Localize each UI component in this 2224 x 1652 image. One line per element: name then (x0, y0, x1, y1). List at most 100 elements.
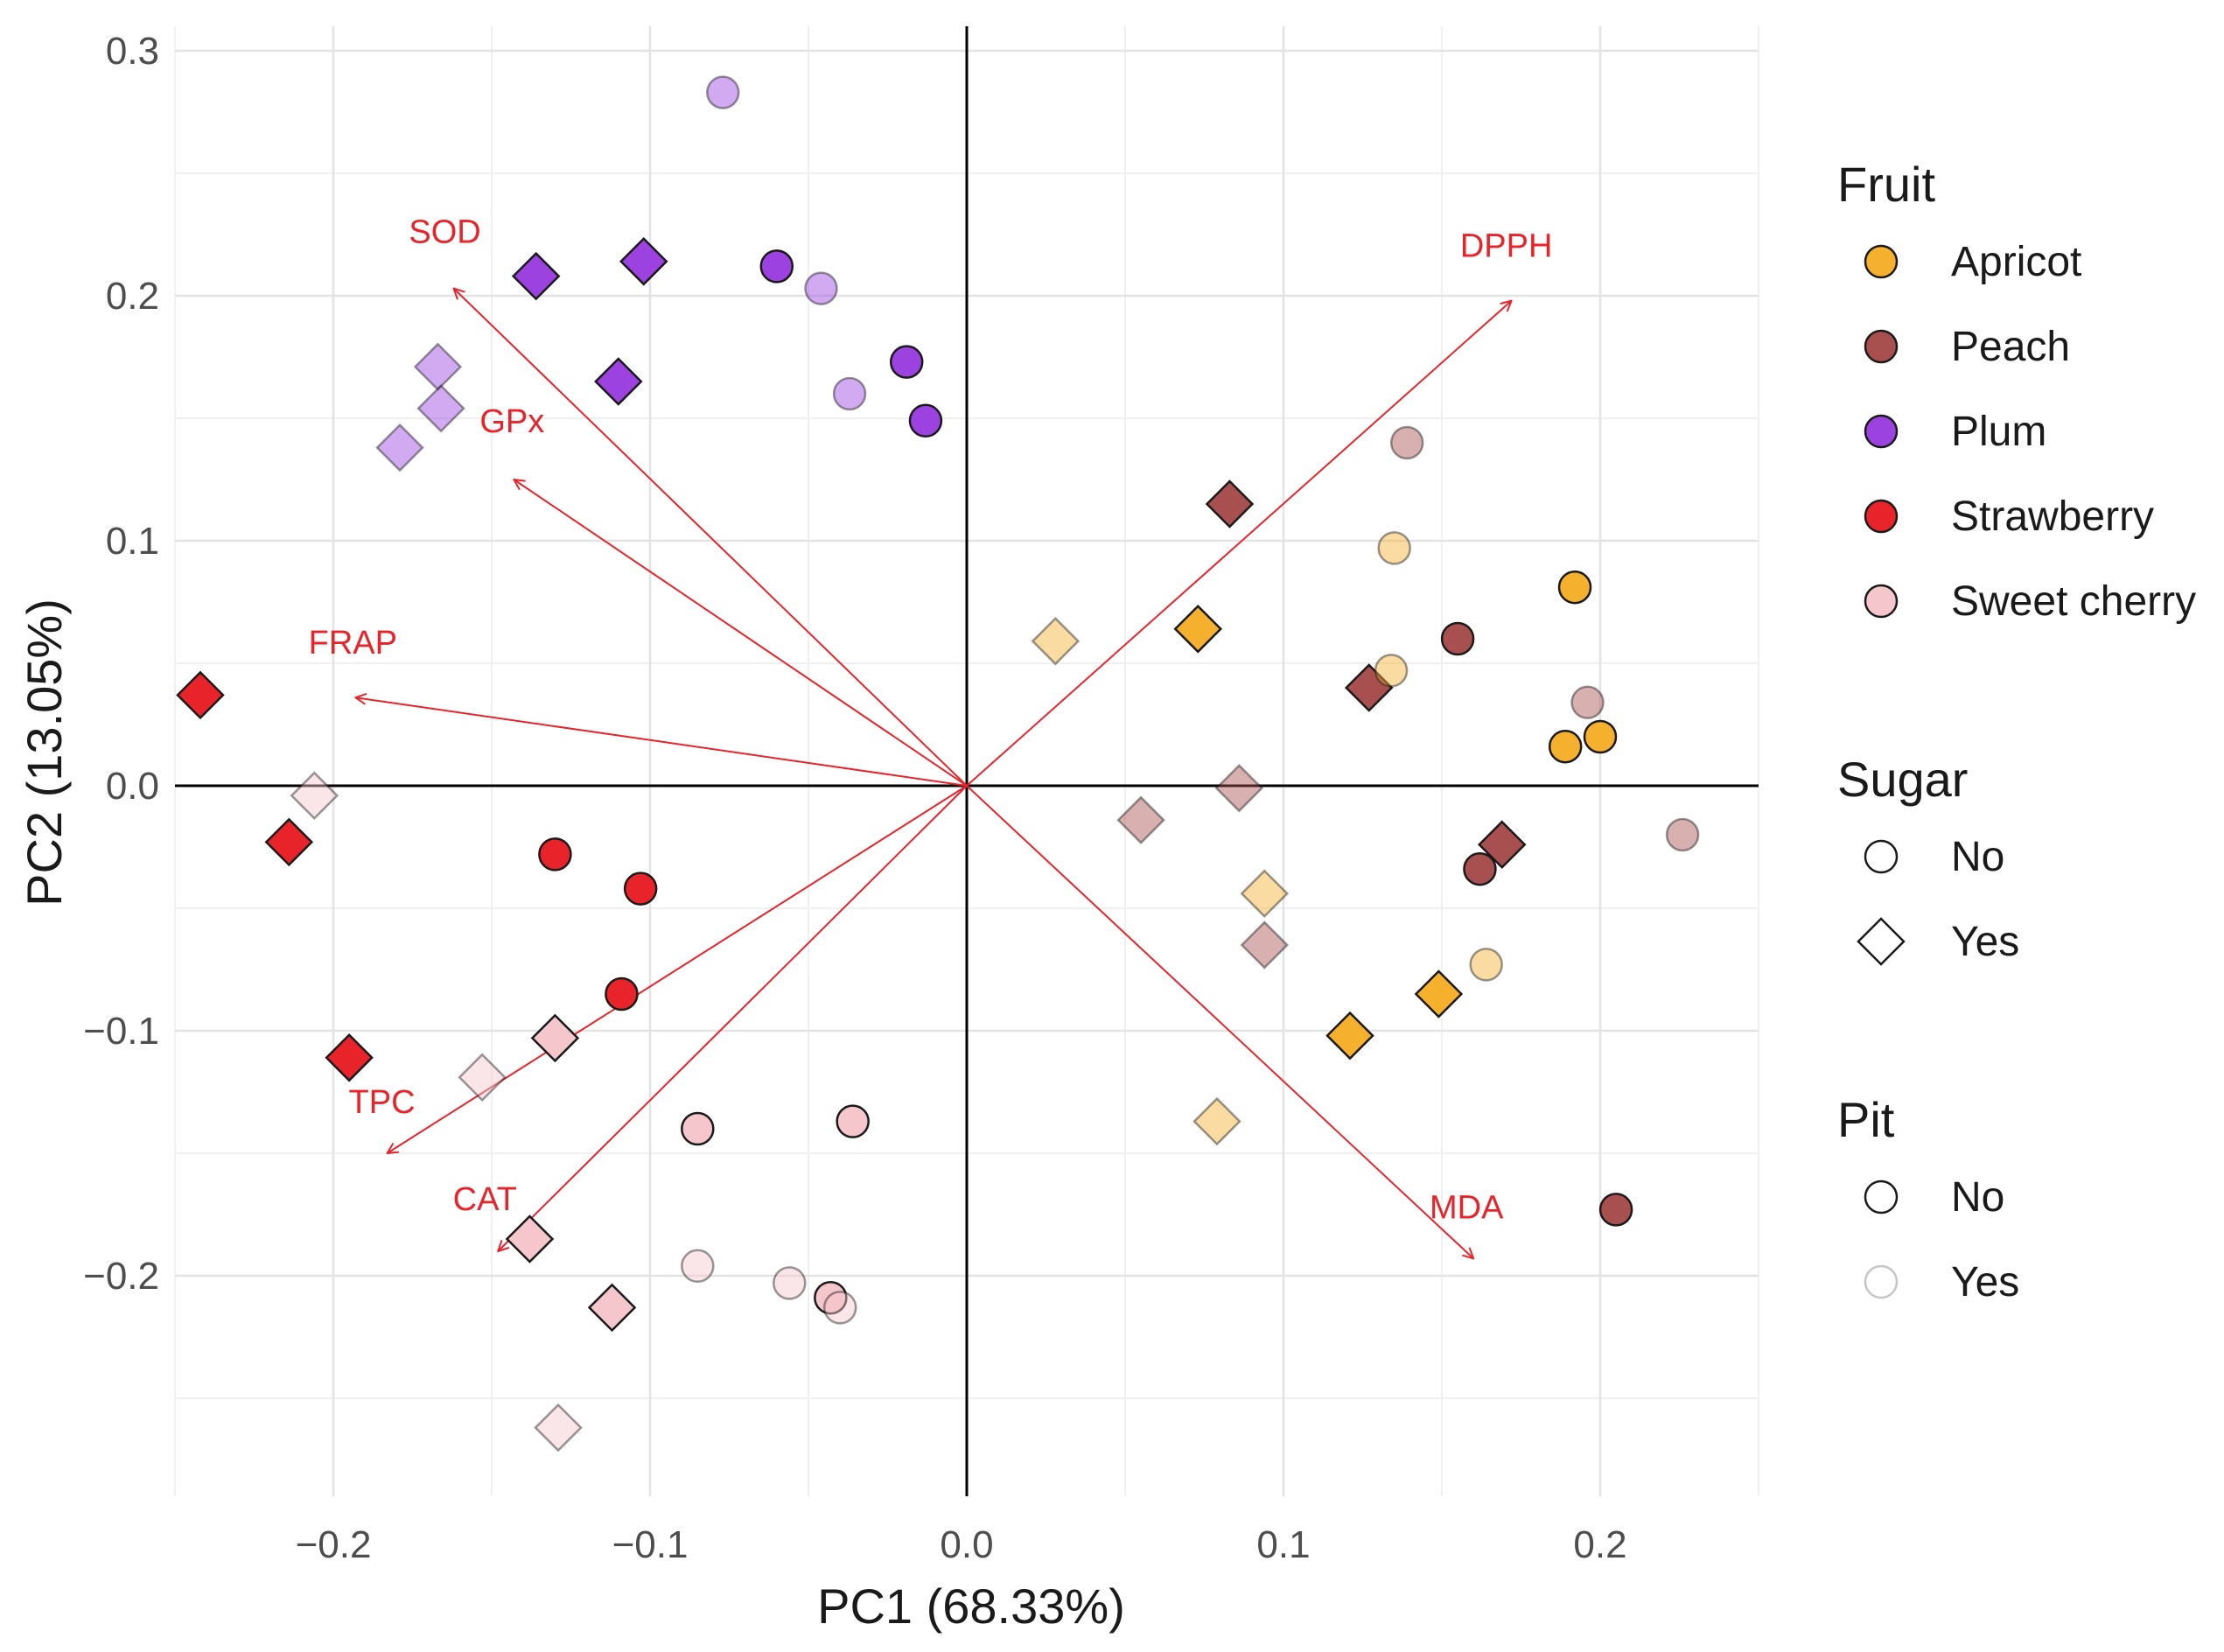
point-strawberry-sugar-yes-pit-no (325, 1033, 374, 1082)
point-plum-sugar-yes-pit-yes (375, 423, 424, 472)
point-apricot-sugar-yes-pit-no (1173, 605, 1223, 654)
point-plum-sugar-no-pit-yes (832, 376, 867, 411)
y-tick-label: −0.1 (83, 1010, 159, 1053)
point-sweet-cherry-sugar-yes-pit-no (587, 1283, 637, 1333)
point-plum-sugar-no-pit-no (889, 345, 924, 379)
legend-title-pit: Pit (1837, 1092, 1895, 1147)
point-sweet-cherry-sugar-no-pit-yes (773, 1266, 807, 1300)
legend-key-sugar-no (1864, 839, 1899, 874)
loading-label-sod: SOD (409, 214, 480, 251)
point-apricot-sugar-no-pit-no (1583, 719, 1618, 754)
loading-arrow-sod (454, 289, 968, 787)
legend-label-pit-yes: Yes (1951, 1259, 2019, 1306)
point-sweet-cherry-sugar-yes-pit-no (505, 1214, 555, 1264)
loading-label-cat: CAT (453, 1181, 517, 1218)
legend-label-fruit-plum: Plum (1951, 409, 2046, 455)
point-plum-sugar-no-pit-no (908, 403, 943, 438)
point-apricot-sugar-no-pit-yes (1377, 531, 1411, 565)
legend: Fruit Apricot Peach Plum Strawberry Sweet che… (1837, 157, 2196, 1306)
legend-title-fruit: Fruit (1837, 157, 1935, 212)
point-sweet-cherry-sugar-no-pit-no (681, 1111, 715, 1146)
x-tick-label: −0.2 (296, 1523, 372, 1566)
loading-label-tpc: TPC (349, 1084, 416, 1121)
point-peach-sugar-no-pit-yes (1665, 817, 1700, 852)
legend-label-fruit-apricot: Apricot (1951, 239, 2081, 285)
point-plum-sugar-yes-pit-no (594, 357, 643, 406)
point-sweet-cherry-sugar-no-pit-no (814, 1280, 848, 1315)
loading-arrow-tpc (388, 785, 968, 1153)
loading-label-dpph: DPPH (1460, 228, 1553, 265)
y-tick-label: 0.1 (106, 520, 159, 563)
x-axis-ticks: −0.2 −0.1 0.0 0.1 0.2 (296, 1523, 1627, 1566)
legend-label-fruit-peach: Peach (1951, 324, 2070, 370)
point-plum-sugar-yes-pit-no (619, 237, 668, 286)
loading-label-gpx: GPx (479, 403, 544, 440)
point-apricot-sugar-yes-pit-no (1414, 970, 1464, 1018)
point-apricot-sugar-no-pit-no (1557, 570, 1592, 605)
point-peach-sugar-no-pit-yes (1570, 685, 1605, 720)
legend-label-pit-no: No (1951, 1174, 2004, 1221)
legend-label-fruit-strawberry: Strawberry (1951, 494, 2154, 540)
loading-arrow-frap (355, 697, 968, 787)
y-tick-label: 0.2 (106, 275, 159, 318)
loading-label-frap: FRAP (309, 625, 397, 662)
legend-label-sugar-yes: Yes (1951, 919, 2019, 965)
point-peach-sugar-no-pit-no (1440, 621, 1475, 656)
legend-key-peach (1864, 329, 1899, 364)
point-plum-sugar-yes-pit-yes (416, 384, 465, 433)
legend-key-pit-no (1864, 1180, 1899, 1214)
x-tick-label: 0.0 (940, 1523, 993, 1566)
point-strawberry-sugar-no-pit-no (538, 837, 572, 872)
y-tick-label: 0.3 (106, 30, 159, 73)
point-sweet-cherry-sugar-no-pit-no (836, 1104, 870, 1138)
point-peach-sugar-yes-pit-no (1344, 663, 1394, 712)
point-sweet-cherry-sugar-yes-pit-yes (290, 771, 339, 820)
legend-key-strawberry (1864, 499, 1899, 534)
legend-key-apricot (1864, 244, 1899, 279)
point-plum-sugar-no-pit-yes (804, 271, 838, 305)
point-plum-sugar-yes-pit-no (511, 251, 561, 301)
point-sweet-cherry-sugar-yes-pit-yes (458, 1053, 507, 1102)
point-sweet-cherry-sugar-no-pit-yes (822, 1291, 857, 1325)
point-strawberry-sugar-no-pit-no (605, 976, 639, 1012)
point-apricot-sugar-yes-pit-yes (1031, 617, 1081, 666)
loading-label-mda: MDA (1430, 1189, 1504, 1226)
legend-title-sugar: Sugar (1837, 752, 1968, 807)
point-sweet-cherry-sugar-yes-pit-no (530, 1013, 580, 1063)
point-strawberry-sugar-yes-pit-no (176, 670, 225, 720)
point-sweet-cherry-sugar-no-pit-yes (681, 1249, 715, 1284)
x-tick-label: 0.1 (1256, 1523, 1310, 1566)
point-peach-sugar-yes-pit-yes (1116, 795, 1165, 844)
legend-key-sweet-cherry (1864, 584, 1899, 619)
x-tick-label: 0.2 (1573, 1523, 1626, 1566)
legend-label-sugar-no: No (1951, 834, 2004, 880)
y-tick-label: −0.2 (83, 1255, 159, 1298)
point-plum-sugar-no-pit-yes (706, 75, 740, 109)
data-points (176, 75, 1700, 1452)
point-peach-sugar-yes-pit-yes (1214, 764, 1264, 813)
loading-arrow-mda (966, 785, 1473, 1258)
point-apricot-sugar-yes-pit-no (1325, 1011, 1374, 1060)
point-apricot-sugar-yes-pit-yes (1240, 869, 1290, 918)
point-peach-sugar-no-pit-no (1598, 1193, 1633, 1227)
legend-label-fruit-sweet-cherry: Sweet cherry (1951, 578, 2196, 625)
point-apricot-sugar-no-pit-yes (1469, 948, 1503, 982)
x-axis-title: PC1 (68.33%) (817, 1578, 1125, 1634)
loading-arrow-gpx (514, 480, 968, 787)
x-tick-label: −0.1 (612, 1523, 689, 1566)
point-peach-sugar-no-pit-yes (1389, 425, 1424, 460)
loading-arrow-dpph (966, 301, 1512, 787)
point-apricot-sugar-no-pit-no (1548, 729, 1583, 764)
point-plum-sugar-no-pit-no (759, 249, 794, 284)
point-apricot-sugar-no-pit-yes (1374, 654, 1409, 688)
y-axis-title: PC2 (13.05%) (17, 598, 72, 906)
point-peach-sugar-no-pit-no (1463, 851, 1497, 886)
loading-arrows: DPPH SOD GPx FRAP TPC CAT MDA (309, 214, 1553, 1259)
point-peach-sugar-yes-pit-no (1205, 480, 1255, 528)
y-tick-label: 0.0 (106, 765, 159, 808)
point-strawberry-sugar-yes-pit-no (264, 817, 314, 867)
y-axis-ticks: −0.2 −0.1 0.0 0.1 0.2 0.3 (83, 30, 159, 1298)
point-apricot-sugar-yes-pit-yes (1192, 1096, 1241, 1146)
point-sweet-cherry-sugar-yes-pit-yes (534, 1403, 583, 1452)
